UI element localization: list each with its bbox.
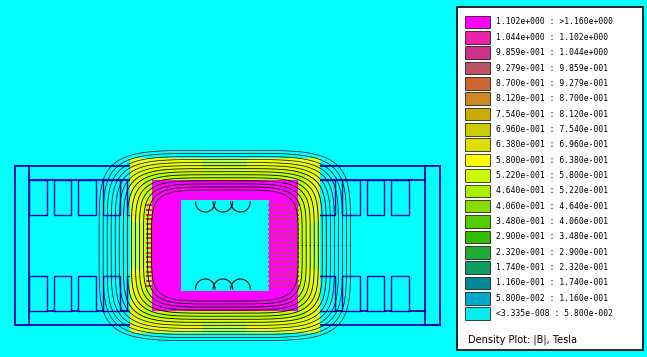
Bar — [465, 169, 490, 182]
Bar — [269, 180, 298, 311]
Bar — [15, 311, 440, 325]
Text: 2.900e-001 : 3.480e-001: 2.900e-001 : 3.480e-001 — [496, 232, 608, 241]
Text: 6.960e-001 : 7.540e-001: 6.960e-001 : 7.540e-001 — [496, 125, 608, 134]
Bar — [130, 158, 203, 333]
Text: 1.160e-001 : 1.740e-001: 1.160e-001 : 1.740e-001 — [496, 278, 608, 287]
Bar — [227, 276, 241, 311]
Text: 5.800e-002 : 1.160e-001: 5.800e-002 : 1.160e-001 — [496, 294, 608, 303]
Bar — [465, 200, 490, 212]
Bar — [465, 16, 490, 28]
Bar — [138, 166, 312, 214]
Bar — [151, 180, 181, 311]
Bar — [465, 154, 490, 166]
Text: 2.320e-001 : 2.900e-001: 2.320e-001 : 2.900e-001 — [496, 248, 608, 257]
Text: <3.335e-008 : 5.800e-002: <3.335e-008 : 5.800e-002 — [496, 309, 613, 318]
Bar — [391, 276, 409, 311]
Bar — [127, 180, 145, 215]
Bar — [54, 276, 71, 311]
Bar — [103, 180, 120, 215]
Text: 8.700e-001 : 9.279e-001: 8.700e-001 : 9.279e-001 — [496, 79, 608, 88]
Bar — [465, 77, 490, 90]
Bar — [247, 158, 320, 333]
Text: 1.044e+000 : 1.102e+000: 1.044e+000 : 1.102e+000 — [496, 33, 608, 42]
Bar — [465, 246, 490, 258]
Bar — [103, 276, 120, 311]
Bar — [145, 173, 188, 318]
Bar — [145, 173, 305, 207]
Bar — [465, 123, 490, 136]
Bar — [367, 276, 384, 311]
Bar — [293, 180, 311, 215]
Text: 5.220e-001 : 5.800e-001: 5.220e-001 : 5.800e-001 — [496, 171, 608, 180]
Text: 7.540e-001 : 8.120e-001: 7.540e-001 : 8.120e-001 — [496, 110, 608, 119]
Text: 1.102e+000 : >1.160e+000: 1.102e+000 : >1.160e+000 — [496, 17, 613, 26]
Text: 6.380e-001 : 6.960e-001: 6.380e-001 : 6.960e-001 — [496, 140, 608, 149]
Bar — [465, 62, 490, 74]
Bar — [29, 276, 47, 311]
Text: 4.060e-001 : 4.640e-001: 4.060e-001 : 4.640e-001 — [496, 202, 608, 211]
Text: 4.640e-001 : 5.220e-001: 4.640e-001 : 5.220e-001 — [496, 186, 608, 195]
Bar — [151, 291, 298, 311]
Bar — [78, 276, 96, 311]
Bar — [342, 180, 360, 215]
Bar — [181, 200, 269, 291]
Bar — [15, 166, 440, 180]
Bar — [145, 284, 305, 318]
Text: 1.740e-001 : 2.320e-001: 1.740e-001 : 2.320e-001 — [496, 263, 608, 272]
Bar — [130, 269, 320, 333]
Bar — [465, 261, 490, 274]
Text: 3.480e-001 : 4.060e-001: 3.480e-001 : 4.060e-001 — [496, 217, 608, 226]
Bar — [367, 180, 384, 215]
Bar — [465, 108, 490, 120]
Bar — [78, 180, 96, 215]
Bar — [391, 180, 409, 215]
Bar — [465, 277, 490, 289]
Text: 5.800e-001 : 6.380e-001: 5.800e-001 : 6.380e-001 — [496, 156, 608, 165]
Bar — [465, 307, 490, 320]
Bar — [15, 166, 29, 325]
Bar — [465, 215, 490, 228]
Bar — [465, 185, 490, 197]
Bar — [425, 166, 440, 325]
Bar — [130, 158, 320, 222]
Bar — [29, 180, 47, 215]
Bar — [318, 180, 335, 215]
Bar — [465, 139, 490, 151]
Bar — [465, 31, 490, 44]
Bar — [293, 276, 311, 311]
Bar — [318, 276, 335, 311]
Bar — [465, 92, 490, 105]
Bar — [243, 276, 257, 311]
Bar — [138, 277, 312, 325]
Bar — [465, 46, 490, 59]
Bar — [210, 276, 224, 311]
Bar — [127, 276, 145, 311]
Bar — [255, 166, 312, 325]
Bar — [465, 231, 490, 243]
Bar — [138, 166, 195, 325]
Bar — [262, 173, 305, 318]
Bar — [342, 276, 360, 311]
Text: 8.120e-001 : 8.700e-001: 8.120e-001 : 8.700e-001 — [496, 94, 608, 103]
Bar — [54, 180, 71, 215]
Bar — [151, 180, 298, 200]
Text: 9.859e-001 : 1.044e+000: 9.859e-001 : 1.044e+000 — [496, 48, 608, 57]
Bar — [465, 292, 490, 305]
Text: Density Plot: |B|, Tesla: Density Plot: |B|, Tesla — [468, 334, 577, 345]
Text: 9.279e-001 : 9.859e-001: 9.279e-001 : 9.859e-001 — [496, 64, 608, 72]
